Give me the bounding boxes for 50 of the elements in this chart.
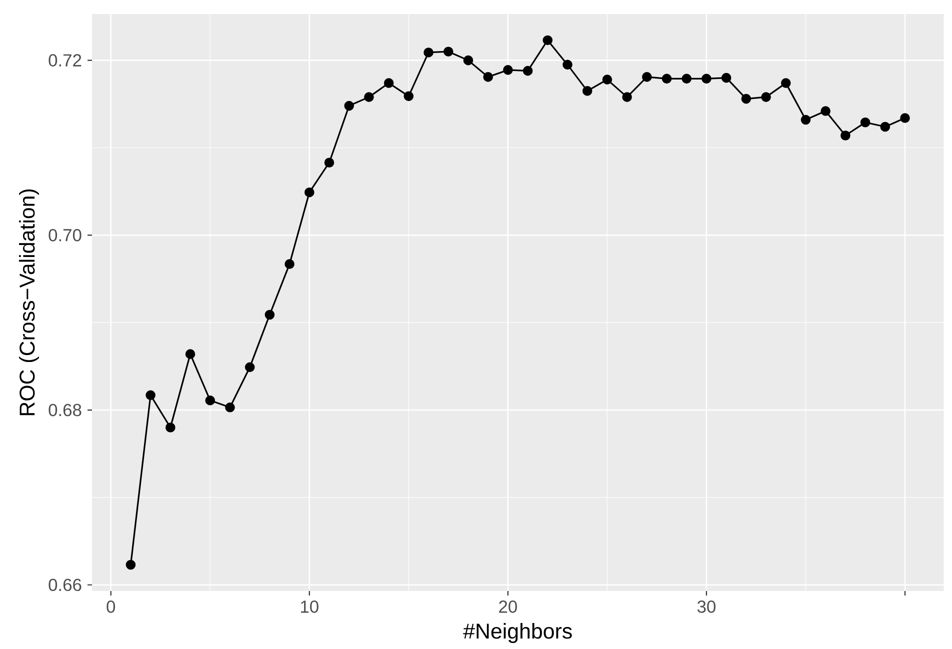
point	[384, 78, 394, 88]
x-tick-label: 10	[301, 600, 318, 613]
point	[900, 113, 910, 123]
point	[284, 259, 294, 269]
point	[463, 55, 474, 66]
point	[721, 72, 732, 83]
point	[702, 74, 712, 84]
point	[800, 114, 811, 125]
point	[424, 48, 434, 58]
point	[404, 91, 414, 102]
point	[582, 86, 592, 96]
point	[503, 65, 513, 75]
point	[522, 66, 533, 76]
point	[662, 74, 672, 84]
y-tick-label: 0.68	[48, 404, 82, 416]
point	[860, 118, 870, 128]
point	[741, 94, 752, 104]
point	[324, 158, 334, 168]
point	[364, 92, 374, 102]
point	[761, 92, 771, 102]
point	[244, 362, 255, 372]
x-axis-title: #Neighbors	[463, 623, 572, 643]
y-axis-title: ROC (Cross−Validation)	[19, 189, 39, 416]
point	[542, 35, 553, 46]
point	[126, 560, 136, 570]
point	[443, 46, 454, 56]
x-tick-label: 0	[106, 600, 116, 613]
point	[483, 72, 493, 82]
point	[602, 74, 612, 84]
point	[562, 60, 572, 70]
point	[264, 310, 275, 320]
point	[622, 92, 632, 102]
point	[205, 396, 216, 406]
point	[344, 100, 354, 111]
point	[780, 78, 791, 88]
y-tick-label: 0.66	[48, 578, 82, 592]
point	[166, 422, 176, 432]
point	[225, 402, 235, 412]
point	[304, 187, 314, 198]
point	[840, 130, 850, 140]
point	[880, 122, 890, 132]
point	[642, 72, 652, 82]
point	[820, 106, 830, 116]
point	[146, 390, 156, 400]
point	[185, 349, 196, 359]
y-tick-label: 0.72	[48, 54, 82, 67]
point	[682, 74, 692, 84]
x-tick-label: 20	[499, 600, 517, 613]
x-tick-label: 30	[697, 600, 716, 613]
y-tick-label: 0.70	[48, 229, 82, 242]
